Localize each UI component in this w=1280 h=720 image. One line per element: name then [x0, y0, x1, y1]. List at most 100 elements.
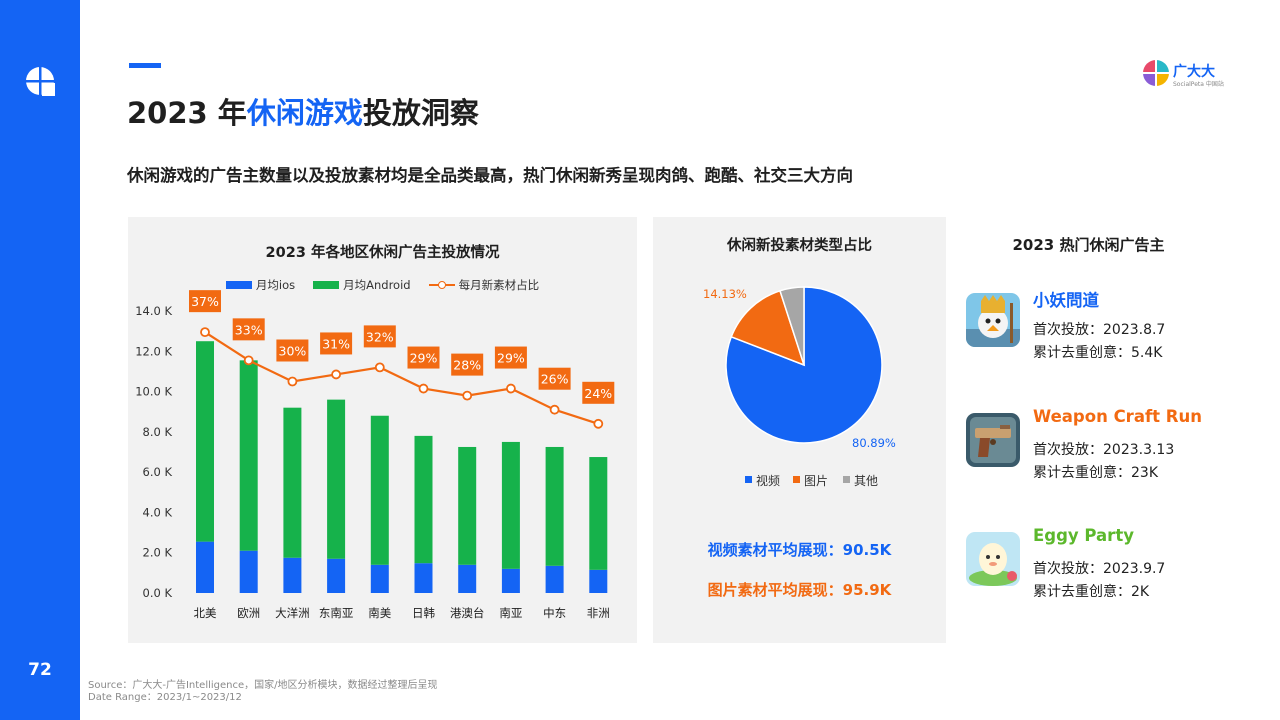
legend-label-ratio: 每月新素材占比: [458, 278, 540, 292]
ratio-label-box: [582, 381, 615, 404]
pie-data-label: 14.13%: [703, 287, 747, 301]
pie-legend-label: 其他: [854, 474, 878, 488]
bar-chart-legend: 月均ios 月均Android 每月新素材占比: [128, 277, 637, 293]
advertiser-creatives: 累计去重创意：2K: [1033, 584, 1150, 600]
page-subtitle: 休闲游戏的广告主数量以及投放素材均是全品类最高，热门休闲新秀呈现肉鸽、跑酷、社交…: [127, 166, 853, 185]
y-tick-label: 0.0 K: [143, 586, 173, 600]
ratio-label-box: [276, 339, 309, 362]
x-tick-label: 南美: [368, 606, 391, 620]
y-tick-label: 4.0 K: [143, 505, 173, 519]
material-type-panel: 休闲新投素材类型占比 80.89% 14.13% 视频 图片 其他 视频素材平均展现：9…: [653, 217, 946, 643]
bar-android: [414, 435, 433, 564]
legend-label-android: 月均Android: [343, 278, 411, 292]
title-accent-bar: [129, 63, 161, 68]
pie-data-label: 80.89%: [852, 436, 896, 450]
legend-swatch-ratio: [428, 281, 455, 289]
y-tick-label: 2.0 K: [143, 546, 173, 560]
bar-chart: 0.0 K 2.0 K 4.0 K 6.0 K 8.0 K 10.0 K 12.0 K 14.…: [135, 290, 615, 620]
ratio-line: [204, 331, 599, 425]
ratio-point: [287, 376, 298, 387]
pie-slice: [725, 286, 883, 444]
advertiser-first-launch: 首次投放：2023.9.7: [1033, 561, 1166, 577]
bar-android: [458, 446, 477, 565]
advertiser-name: Weapon Craft Run: [1033, 407, 1202, 426]
ratio-data-label: 28%: [453, 358, 481, 373]
x-tick-label: 港澳台: [450, 606, 485, 620]
x-tick-label: 日韩: [412, 606, 435, 620]
ratio-point: [200, 327, 210, 338]
advertiser-name: Eggy Party: [1033, 526, 1134, 545]
sidebar: 72: [0, 0, 80, 720]
page-number: 72: [28, 660, 52, 680]
ratio-label-box: [363, 325, 396, 348]
video-avg-impressions: 视频素材平均展现：90.5K: [707, 541, 892, 559]
advertiser-creatives: 累计去重创意：23K: [1033, 465, 1158, 481]
advertiser-creatives: 累计去重创意：5.4K: [1033, 345, 1163, 361]
bar-ios: [327, 558, 346, 593]
ratio-point: [374, 362, 385, 373]
ratio-label-box: [320, 332, 353, 355]
ratio-point: [418, 383, 429, 394]
regional-chart-panel: 2023 年各地区休闲广告主投放情况 月均ios 月均Android 每月新素材…: [128, 217, 637, 643]
bar-android: [370, 415, 389, 565]
ratio-label-box: [189, 290, 221, 313]
y-tick-label: 6.0 K: [143, 465, 173, 479]
bar-android: [196, 341, 214, 542]
advertiser-first-launch: 首次投放：2023.8.7: [1033, 322, 1166, 338]
pie-legend-label: 图片: [804, 474, 828, 488]
advertiser-card: 小妖問道 首次投放：2023.8.7 累计去重创意：5.4K: [966, 291, 1246, 373]
ratio-label-box: [538, 367, 571, 390]
ratio-data-label: 26%: [541, 372, 569, 387]
legend-swatch-android: [313, 281, 340, 289]
brand-subtitle: SocialPeta 中国站: [1173, 81, 1224, 88]
pie-slice: [779, 286, 805, 366]
bar-ios: [414, 563, 433, 593]
cartoon-character-icon: [966, 293, 1020, 347]
bar-android: [501, 441, 520, 569]
pie-chart-title: 休闲新投素材类型占比: [727, 238, 872, 254]
ratio-data-label: 33%: [235, 322, 263, 337]
advertiser-card: Weapon Craft Run 首次投放：2023.3.13 累计去重创意：2…: [966, 407, 1246, 493]
source-note: Source：广大大-广告Intelligence，国家/地区分析模块，数据经过…: [88, 680, 438, 704]
x-tick-label: 东南亚: [319, 606, 354, 620]
ratio-label-box: [451, 353, 484, 376]
bar-ios: [196, 541, 214, 593]
ratio-point: [462, 390, 473, 401]
ratio-data-label: 29%: [410, 351, 438, 366]
x-tick-label: 北美: [194, 606, 217, 620]
advertiser-card: Eggy Party 首次投放：2023.9.7 累计去重创意：2K: [966, 526, 1246, 612]
pie-chart: 80.89% 14.13% 视频 图片 其他: [703, 286, 896, 488]
brand-logo: 广大大 SocialPeta 中国站: [1143, 59, 1233, 89]
x-tick-label: 南亚: [499, 606, 522, 620]
bar-ios: [370, 564, 389, 593]
legend-item-ratio: 每月新素材占比: [428, 277, 540, 293]
bar-chart-title: 2023 年各地区休闲广告主投放情况: [265, 245, 500, 261]
ratio-point: [593, 418, 604, 429]
advertiser-first-launch: 首次投放：2023.3.13: [1033, 442, 1175, 458]
ratio-label-box: [232, 318, 265, 341]
ratio-data-label: 24%: [584, 386, 612, 401]
bar-ios: [589, 569, 608, 593]
bar-android: [283, 407, 302, 558]
date-range-text: Date Range：2023/1~2023/12: [88, 692, 242, 703]
brand-icon: [1143, 60, 1169, 86]
page-title: 2023 年休闲游戏投放洞察: [127, 90, 479, 132]
ratio-data-label: 31%: [322, 336, 350, 351]
title-prefix: 2023 年: [127, 96, 247, 130]
image-avg-impressions: 图片素材平均展现：95.9K: [707, 581, 892, 599]
y-tick-label: 14.0 K: [135, 304, 172, 318]
x-tick-label: 非洲: [587, 606, 610, 620]
bar-ios: [458, 564, 477, 593]
legend-item-ios: 月均ios: [225, 277, 295, 293]
ratio-point: [331, 369, 342, 380]
egg-character-icon: [966, 532, 1020, 586]
x-tick-label: 大洋洲: [275, 606, 310, 620]
bar-ios: [545, 565, 564, 593]
pie-legend-swatch: [745, 476, 752, 483]
title-highlight: 休闲游戏: [246, 96, 363, 130]
ratio-data-label: 37%: [191, 294, 219, 309]
pistol-icon: [966, 413, 1020, 467]
legend-swatch-ios: [225, 281, 252, 289]
bar-android: [239, 360, 258, 551]
pie-legend-swatch: [843, 476, 850, 483]
